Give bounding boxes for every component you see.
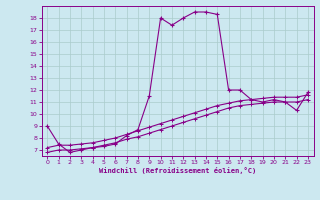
X-axis label: Windchill (Refroidissement éolien,°C): Windchill (Refroidissement éolien,°C) [99,167,256,174]
